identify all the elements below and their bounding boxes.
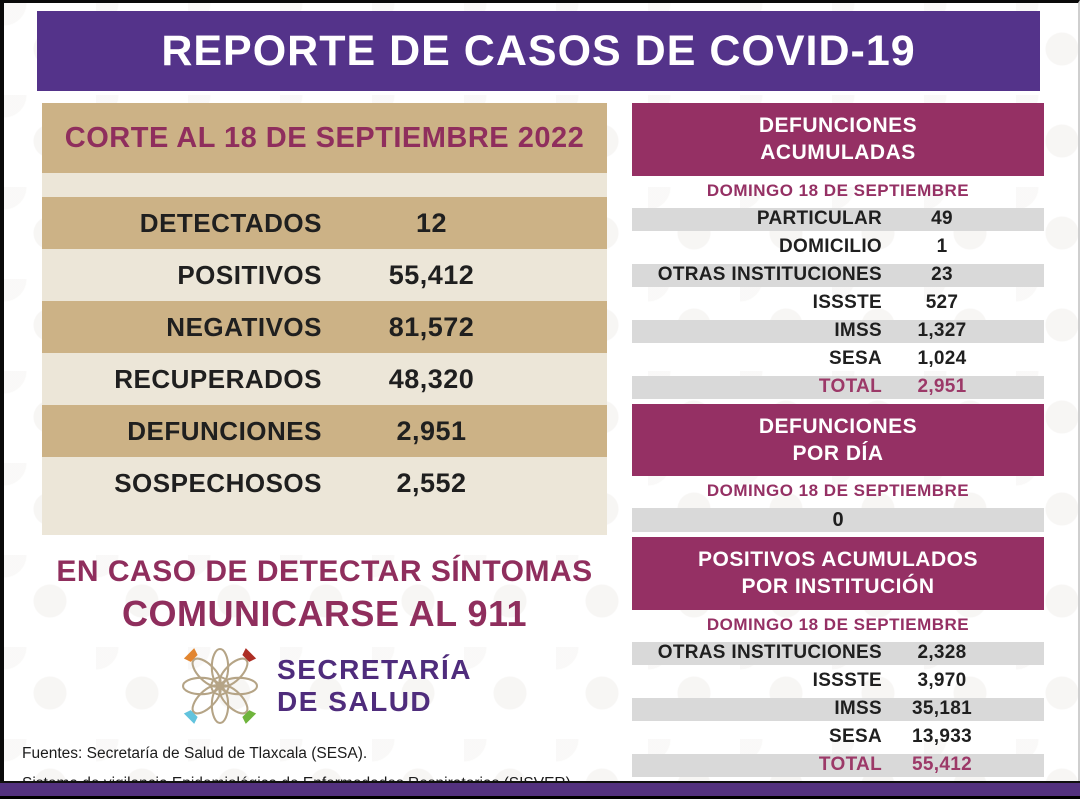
section-date: DOMINGO 18 DE SEPTIEMBRE xyxy=(706,481,970,501)
row-label: OTRAS INSTITUCIONES xyxy=(657,642,882,664)
header-line: ACUMULADAS xyxy=(760,141,916,165)
row-label: DOMICILIO xyxy=(779,236,882,258)
table-row: ISSSTE 527 xyxy=(632,292,1044,315)
row-value: 55,412 xyxy=(912,754,972,776)
table-row: RECUPERADOS 48,320 xyxy=(42,353,607,405)
table-row: PARTICULAR 49 xyxy=(632,207,1044,231)
cutoff-date-banner: CORTE AL 18 DE SEPTIEMBRE 2022 xyxy=(42,103,607,173)
row-value: 13,933 xyxy=(912,726,972,748)
table-row: OTRAS INSTITUCIONES 2,328 xyxy=(632,641,1044,665)
stat-label: POSITIVOS xyxy=(177,259,322,290)
logo-wordmark: SECRETARÍA DE SALUD xyxy=(277,654,472,718)
table-row: SESA 13,933 xyxy=(632,726,1044,749)
salud-flower-icon xyxy=(182,647,259,725)
row-value: 2,328 xyxy=(917,642,967,664)
table-row: SOSPECHOSOS 2,552 xyxy=(42,457,607,509)
row-label: ISSSTE xyxy=(812,670,882,692)
table-row-total: TOTAL 2,951 xyxy=(632,375,1044,399)
table-row-total: TOTAL 55,412 xyxy=(632,753,1044,777)
header-line: DEFUNCIONES xyxy=(758,414,918,438)
section-date: DOMINGO 18 DE SEPTIEMBRE xyxy=(706,614,970,634)
row-label: SESA xyxy=(829,726,882,748)
stat-value: 48,320 xyxy=(388,363,475,394)
header-line: POSITIVOS ACUMULADOS xyxy=(698,548,978,572)
section-header: POSITIVOS ACUMULADOS POR INSTITUCIÓN xyxy=(632,537,1044,610)
row-label: ISSSTE xyxy=(812,292,882,314)
report-body: CORTE AL 18 DE SEPTIEMBRE 2022 DETECTADO… xyxy=(4,103,1078,799)
stat-value: 55,412 xyxy=(388,259,475,290)
header-line: POR INSTITUCIÓN xyxy=(741,575,935,599)
section-header: DEFUNCIONES POR DÍA xyxy=(632,403,1044,477)
section-positivos-por-institucion: POSITIVOS ACUMULADOS POR INSTITUCIÓN DOM… xyxy=(632,537,1044,777)
row-label: PARTICULAR xyxy=(756,208,882,230)
section-defunciones-por-dia: DEFUNCIONES POR DÍA DOMINGO 18 DE SEPTIE… xyxy=(632,403,1044,533)
bottom-accent-bar xyxy=(0,781,1080,796)
table-row: IMSS 35,181 xyxy=(632,697,1044,721)
institution-column: DEFUNCIONES ACUMULADAS DOMINGO 18 DE SEP… xyxy=(632,103,1044,799)
stat-label: NEGATIVOS xyxy=(166,311,322,342)
secretaria-de-salud-logo: SECRETARÍA DE SALUD xyxy=(42,643,607,729)
notice-line: EN CASO DE DETECTAR SÍNTOMAS xyxy=(56,555,593,588)
header-line: POR DÍA xyxy=(792,441,884,465)
section-defunciones-acumuladas: DEFUNCIONES ACUMULADAS DOMINGO 18 DE SEP… xyxy=(632,103,1044,399)
table-row: IMSS 1,327 xyxy=(632,319,1044,343)
row-value: 527 xyxy=(925,292,959,314)
row-label: TOTAL xyxy=(818,754,882,776)
stat-label: RECUPERADOS xyxy=(114,363,322,394)
case-stats-table: DETECTADOS 12 POSITIVOS 55,412 NEGATIVOS… xyxy=(42,173,607,535)
flower-corner-arrows xyxy=(183,648,257,724)
row-label: SESA xyxy=(829,348,882,370)
section-header: DEFUNCIONES ACUMULADAS xyxy=(632,103,1044,176)
row-label: IMSS xyxy=(834,320,882,342)
row-label: IMSS xyxy=(834,698,882,720)
stat-label: DETECTADOS xyxy=(139,207,322,238)
row-value: 1,024 xyxy=(917,348,967,370)
logo-line: SECRETARÍA xyxy=(277,653,472,685)
row-value: 35,181 xyxy=(912,698,972,720)
table-row: POSITIVOS 55,412 xyxy=(42,249,607,301)
stat-value: 81,572 xyxy=(388,311,475,342)
row-value: 1,327 xyxy=(917,320,967,342)
row-value: 49 xyxy=(931,208,953,230)
table-row: OTRAS INSTITUCIONES 23 xyxy=(632,263,1044,287)
page-title: REPORTE DE CASOS DE COVID-19 xyxy=(37,11,1040,91)
table-row: DOMICILIO 1 xyxy=(632,236,1044,259)
symptoms-notice: EN CASO DE DETECTAR SÍNTOMAS COMUNICARSE… xyxy=(42,555,607,635)
row-value: 3,970 xyxy=(917,670,967,692)
row-value: 1 xyxy=(936,236,948,258)
summary-column: CORTE AL 18 DE SEPTIEMBRE 2022 DETECTADO… xyxy=(22,103,607,799)
stat-value: 12 xyxy=(415,207,448,238)
row-value: 23 xyxy=(931,264,953,286)
table-row: DEFUNCIONES 2,951 xyxy=(42,405,607,457)
header-line: DEFUNCIONES xyxy=(758,114,918,137)
table-row: DETECTADOS 12 xyxy=(42,197,607,249)
source-line: Fuentes: Secretaría de Salud de Tlaxcala… xyxy=(22,745,368,762)
daily-deaths-value: 0 xyxy=(632,508,1044,533)
section-date: DOMINGO 18 DE SEPTIEMBRE xyxy=(706,180,970,200)
table-row: ISSSTE 3,970 xyxy=(632,670,1044,693)
stat-value: 2,552 xyxy=(396,467,467,498)
stat-label: SOSPECHOSOS xyxy=(114,467,322,498)
stat-label: DEFUNCIONES xyxy=(127,415,322,446)
table-row: NEGATIVOS 81,572 xyxy=(42,301,607,353)
row-label: OTRAS INSTITUCIONES xyxy=(657,264,882,286)
row-label: TOTAL xyxy=(818,376,882,398)
table-row: SESA 1,024 xyxy=(632,348,1044,371)
logo-line: DE SALUD xyxy=(277,686,433,717)
row-value: 2,951 xyxy=(917,376,967,398)
notice-emergency-number: COMUNICARSE AL 911 xyxy=(121,593,528,634)
stat-value: 2,951 xyxy=(396,415,467,446)
